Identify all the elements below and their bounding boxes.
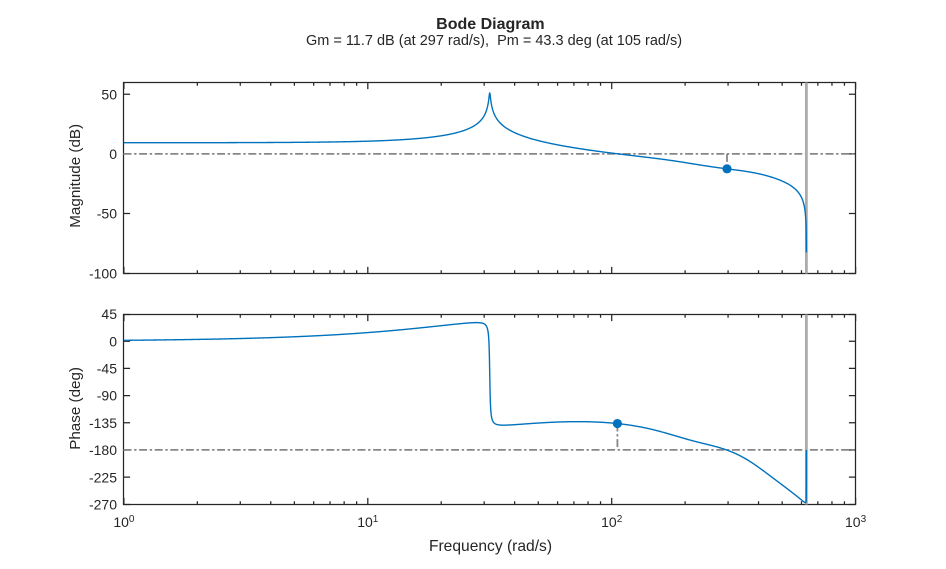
svg-text:-180: -180 <box>89 442 117 458</box>
svg-text:45: 45 <box>101 306 117 322</box>
svg-text:0: 0 <box>109 333 117 349</box>
svg-text:-225: -225 <box>89 469 117 485</box>
svg-text:Frequency (rad/s): Frequency (rad/s) <box>429 538 552 555</box>
svg-text:0: 0 <box>109 146 117 162</box>
svg-text:Magnitude (dB): Magnitude (dB) <box>67 124 84 228</box>
svg-text:-100: -100 <box>89 265 117 281</box>
svg-text:-45: -45 <box>97 361 117 377</box>
svg-text:Bode Diagram: Bode Diagram <box>436 16 544 33</box>
svg-text:-90: -90 <box>97 388 117 404</box>
svg-text:50: 50 <box>101 86 117 102</box>
svg-text:-135: -135 <box>89 415 117 431</box>
svg-text:-270: -270 <box>89 496 117 512</box>
svg-text:Phase (deg): Phase (deg) <box>67 367 84 450</box>
svg-text:-50: -50 <box>97 206 117 222</box>
svg-text:Gm = 11.7 dB (at 297 rad/s),: Gm = 11.7 dB (at 297 rad/s), Pm = 43.3 d… <box>306 33 682 49</box>
